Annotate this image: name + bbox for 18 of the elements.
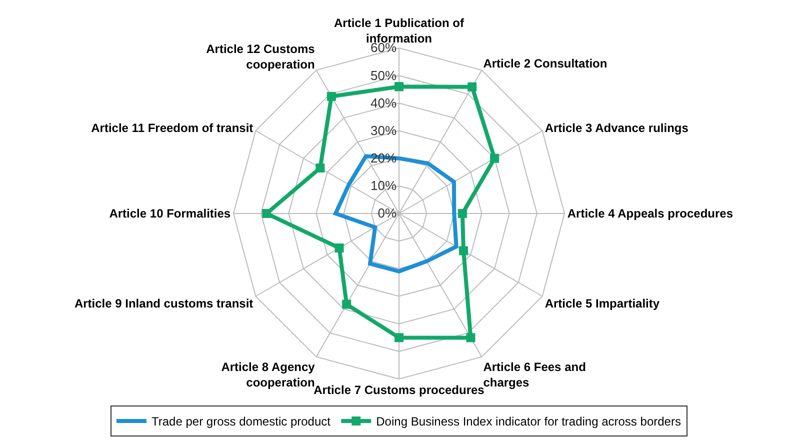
spoke-label: Article 10 Formalities	[109, 206, 231, 221]
y-tick-label: 30%	[370, 122, 397, 138]
y-tick-label: 50%	[370, 68, 397, 83]
y-tick-label: 0%	[378, 206, 397, 221]
legend-label: Trade per gross domestic product	[152, 414, 332, 429]
spoke-label: Article 5 Impartiality	[544, 296, 660, 310]
y-tick-label: 40%	[370, 95, 397, 110]
spoke-label: Article 11 Freedom of transit	[91, 120, 254, 135]
spoke-label: Article 3 Advance rulings	[544, 120, 689, 135]
spoke-label: Article 12 Customs cooperation	[206, 42, 316, 72]
spoke-label: Article 4 Appeals procedures	[567, 206, 734, 221]
spoke-label: Article 2 Consultation	[483, 56, 608, 71]
spoke-label: Article 9 Inland customs transit	[74, 296, 254, 310]
spoke-label: Article 7 Customs procedures	[314, 382, 485, 397]
legend-label: Doing Business Index indicator for trading across borders	[376, 414, 681, 429]
y-tick-label: 10%	[370, 178, 397, 194]
spoke-label: Article 8 Agency cooperation	[221, 360, 316, 390]
spoke-label: Article 6 Fees and charges	[483, 360, 586, 390]
